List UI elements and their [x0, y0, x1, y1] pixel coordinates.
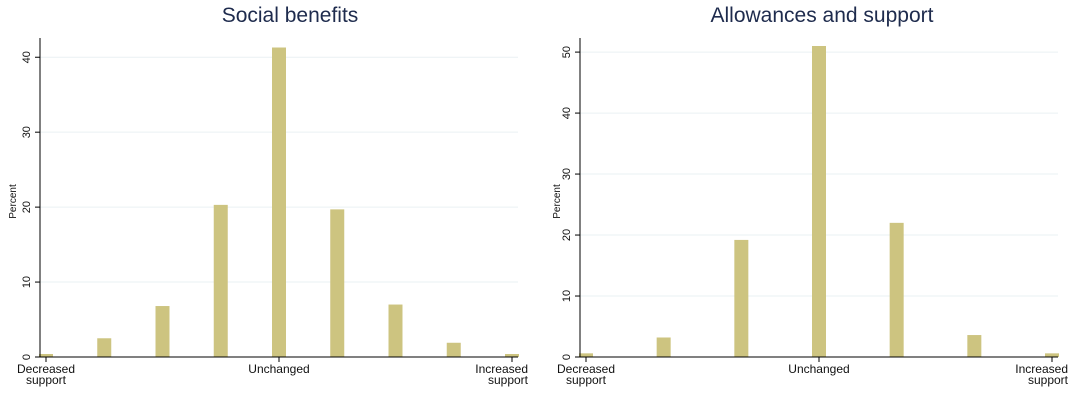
y-tick-label: 30 [561, 168, 573, 180]
bar [97, 338, 112, 357]
x-tick-label: Decreased support [557, 362, 615, 387]
y-tick-label: 20 [561, 229, 573, 241]
y-tick-label: 0 [561, 354, 573, 360]
bar [812, 46, 826, 357]
y-tick-label: 0 [21, 354, 33, 360]
x-tick-label-line: support [488, 373, 529, 387]
bar [889, 222, 904, 357]
bar [1045, 353, 1059, 357]
y-axis-title: Percent [552, 184, 563, 219]
y-tick-label: 10 [21, 276, 33, 288]
x-tick-label-line: support [26, 373, 67, 387]
x-tick-label-line: Decreased [17, 362, 75, 376]
bar [39, 354, 53, 357]
bar [579, 353, 593, 357]
bar [446, 342, 461, 357]
x-tick-label-line: support [566, 373, 607, 387]
bar [967, 335, 982, 357]
x-tick-label-line: Unchanged [248, 362, 309, 376]
y-axis-title: Percent [8, 184, 19, 219]
bar [272, 47, 286, 358]
bar [388, 304, 403, 357]
bar [656, 337, 671, 357]
bar [734, 239, 749, 357]
x-tick-label-line: Increased [475, 362, 528, 376]
x-tick-label: Unchanged [788, 362, 849, 376]
bar [213, 204, 228, 357]
y-tick-label: 40 [561, 107, 573, 119]
y-tick-label: 20 [21, 201, 33, 213]
bar [155, 306, 170, 357]
x-tick-label: Increased support [475, 362, 528, 387]
x-tick-label: Decreased support [17, 362, 75, 387]
chart-title: Allowances and support [711, 4, 934, 27]
bar [330, 209, 345, 357]
y-tick-label: 40 [21, 51, 33, 63]
bar [505, 354, 519, 357]
y-tick-label: 30 [21, 126, 33, 138]
chart-title: Social benefits [222, 4, 359, 27]
x-tick-label-line: Unchanged [788, 362, 849, 376]
x-tick-label: Increased support [1015, 362, 1068, 387]
x-tick-label-line: Increased [1015, 362, 1068, 376]
y-tick-label: 10 [561, 290, 573, 302]
x-tick-label-line: support [1028, 373, 1069, 387]
x-tick-label: Unchanged [248, 362, 309, 376]
x-tick-label-line: Decreased [557, 362, 615, 376]
y-tick-label: 50 [561, 46, 573, 58]
